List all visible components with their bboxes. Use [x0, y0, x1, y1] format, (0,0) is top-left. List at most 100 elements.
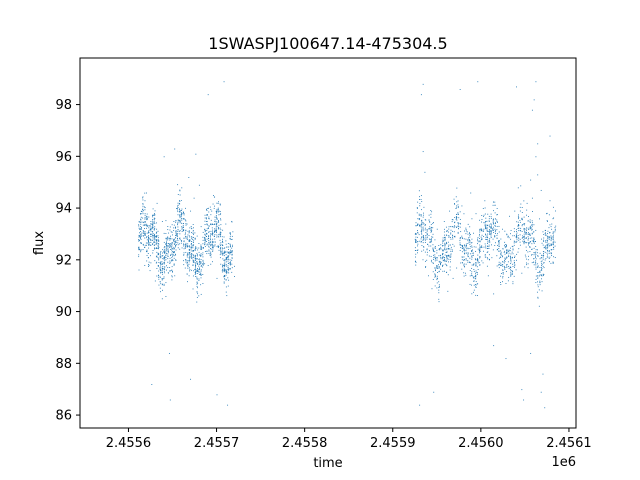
data-point — [540, 257, 542, 258]
data-point — [155, 248, 157, 249]
data-point — [490, 223, 492, 225]
data-point — [179, 189, 181, 191]
data-point — [211, 210, 213, 212]
data-point — [222, 253, 224, 255]
data-point — [225, 240, 227, 242]
data-point — [440, 262, 442, 264]
data-point — [173, 254, 175, 256]
data-point — [451, 221, 453, 223]
data-point — [146, 242, 148, 244]
data-point — [509, 255, 511, 257]
data-point — [438, 281, 440, 283]
data-point — [537, 255, 538, 257]
data-point — [227, 258, 229, 260]
data-point — [502, 256, 503, 258]
data-point — [162, 272, 163, 274]
data-point — [457, 222, 459, 224]
data-point — [424, 225, 426, 227]
data-point — [161, 270, 163, 272]
data-point — [171, 258, 173, 260]
data-point — [484, 200, 486, 202]
data-point — [552, 231, 554, 233]
data-point — [523, 223, 525, 225]
data-point — [200, 269, 202, 271]
data-point — [175, 232, 177, 234]
data-point — [420, 94, 422, 96]
data-point — [489, 258, 490, 260]
data-point — [531, 220, 533, 222]
data-point — [490, 227, 492, 228]
data-point — [230, 239, 232, 241]
data-point — [210, 242, 211, 244]
data-point — [479, 252, 480, 254]
data-point — [161, 255, 163, 257]
data-point — [181, 226, 183, 228]
data-point — [142, 210, 144, 211]
data-point — [212, 232, 214, 234]
data-point — [202, 264, 204, 265]
data-point — [160, 291, 162, 293]
data-point — [531, 262, 533, 264]
data-point — [159, 266, 161, 268]
data-point — [169, 229, 171, 231]
data-point — [492, 204, 494, 206]
data-point — [418, 218, 420, 220]
data-point — [488, 220, 490, 222]
data-point — [432, 233, 434, 235]
data-point — [223, 255, 225, 257]
data-point — [180, 216, 182, 218]
data-point — [550, 244, 552, 246]
data-point — [506, 251, 508, 253]
data-point — [442, 265, 443, 267]
data-point — [140, 221, 142, 223]
data-point — [154, 280, 156, 282]
data-point — [500, 251, 502, 253]
data-point — [442, 258, 444, 260]
data-point — [211, 223, 213, 225]
data-point — [444, 243, 446, 245]
data-point — [477, 295, 478, 297]
data-point — [421, 201, 423, 203]
data-point — [423, 223, 425, 225]
data-point — [447, 241, 449, 243]
data-point — [489, 220, 490, 222]
data-point — [512, 249, 514, 251]
data-point — [215, 231, 217, 233]
data-point — [202, 256, 204, 258]
data-point — [523, 229, 525, 231]
data-point — [434, 273, 436, 275]
data-point — [458, 228, 459, 230]
data-point — [171, 257, 173, 259]
data-point — [488, 246, 490, 248]
data-point — [202, 283, 204, 284]
data-point — [481, 221, 483, 223]
data-point — [224, 263, 226, 265]
data-point — [194, 268, 196, 270]
data-point — [545, 232, 546, 234]
data-point — [487, 243, 488, 244]
data-point — [490, 227, 492, 229]
data-point — [518, 214, 520, 216]
data-point — [187, 253, 189, 255]
data-point — [192, 254, 194, 256]
data-point — [193, 227, 194, 229]
data-point — [142, 203, 144, 204]
data-point — [191, 257, 193, 259]
data-point — [423, 246, 425, 248]
data-point — [433, 262, 434, 264]
data-point — [526, 262, 527, 264]
data-point — [537, 249, 538, 251]
data-point — [146, 255, 148, 257]
data-point — [430, 240, 432, 242]
data-point — [448, 255, 450, 257]
data-point — [152, 243, 154, 245]
data-point — [450, 237, 451, 239]
data-point — [421, 224, 423, 226]
data-point — [525, 231, 527, 233]
data-point — [479, 251, 481, 252]
data-point — [211, 233, 213, 235]
data-point — [521, 231, 523, 232]
data-point — [171, 231, 173, 233]
data-point — [175, 234, 176, 236]
data-point — [181, 212, 182, 214]
